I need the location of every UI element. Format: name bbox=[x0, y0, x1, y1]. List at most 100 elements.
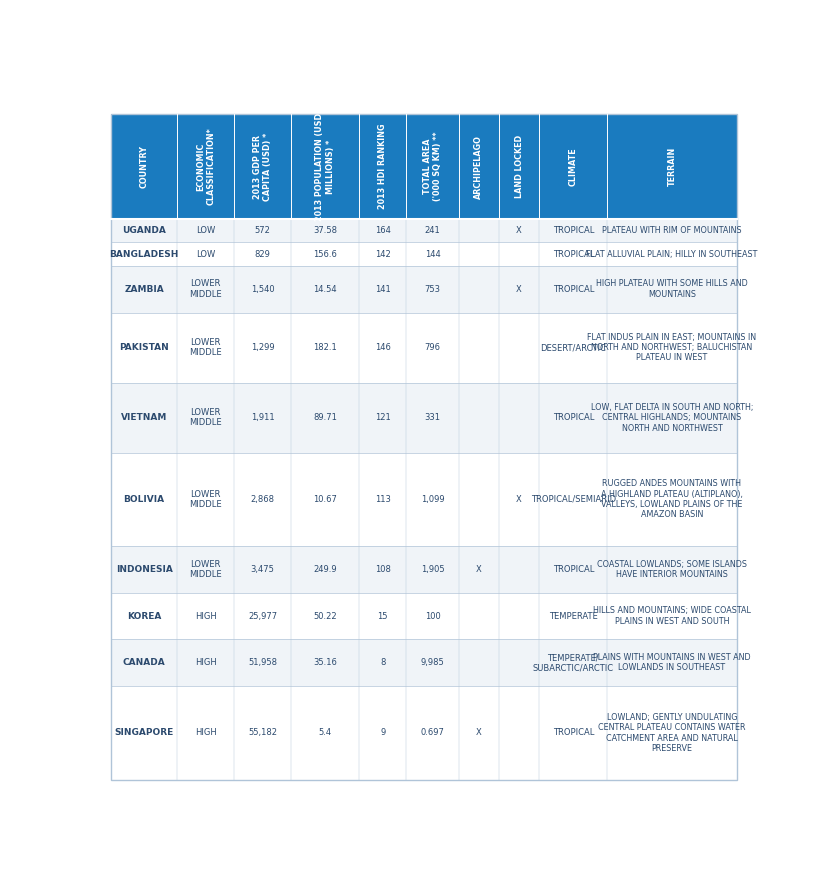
Text: 753: 753 bbox=[424, 285, 441, 294]
Text: 164: 164 bbox=[375, 227, 391, 235]
Text: 1,905: 1,905 bbox=[421, 564, 444, 574]
Text: 146: 146 bbox=[375, 343, 391, 352]
Text: INDONESIA: INDONESIA bbox=[116, 564, 173, 574]
Text: ECONOMIC
CLASSIFICATION*: ECONOMIC CLASSIFICATION* bbox=[196, 128, 215, 206]
Text: HILLS AND MOUNTAINS; WIDE COASTAL
PLAINS IN WEST AND SOUTH: HILLS AND MOUNTAINS; WIDE COASTAL PLAINS… bbox=[593, 607, 751, 626]
Text: ZAMBIA: ZAMBIA bbox=[124, 285, 164, 294]
Bar bbox=[111, 219, 737, 243]
Text: 37.58: 37.58 bbox=[313, 227, 337, 235]
Text: ARCHIPELAGO: ARCHIPELAGO bbox=[474, 135, 483, 198]
Text: TEMPERATE/
SUBARCTIC/ARCTIC: TEMPERATE/ SUBARCTIC/ARCTIC bbox=[533, 653, 614, 672]
Bar bbox=[111, 312, 737, 383]
Text: LOWER
MIDDLE: LOWER MIDDLE bbox=[189, 407, 222, 427]
Text: HIGH: HIGH bbox=[194, 611, 217, 621]
Text: 50.22: 50.22 bbox=[313, 611, 337, 621]
Text: TROPICAL: TROPICAL bbox=[552, 250, 594, 258]
Text: 5.4: 5.4 bbox=[318, 729, 332, 737]
Text: X: X bbox=[516, 495, 522, 504]
Text: 15: 15 bbox=[378, 611, 388, 621]
Text: TROPICAL: TROPICAL bbox=[552, 729, 594, 737]
Text: LOWER
MIDDLE: LOWER MIDDLE bbox=[189, 560, 222, 579]
Bar bbox=[111, 265, 737, 312]
Text: 108: 108 bbox=[375, 564, 391, 574]
Bar bbox=[111, 383, 737, 452]
Text: 35.16: 35.16 bbox=[313, 658, 337, 668]
Text: VIETNAM: VIETNAM bbox=[121, 413, 167, 422]
Text: 144: 144 bbox=[424, 250, 441, 258]
Text: 51,958: 51,958 bbox=[248, 658, 277, 668]
Text: LOWLAND; GENTLY UNDULATING
CENTRAL PLATEAU CONTAINS WATER
CATCHMENT AREA AND NAT: LOWLAND; GENTLY UNDULATING CENTRAL PLATE… bbox=[598, 713, 746, 753]
Text: COASTAL LOWLANDS; SOME ISLANDS
HAVE INTERIOR MOUNTAINS: COASTAL LOWLANDS; SOME ISLANDS HAVE INTE… bbox=[597, 560, 747, 579]
Text: 2,868: 2,868 bbox=[251, 495, 275, 504]
Text: HIGH: HIGH bbox=[194, 658, 217, 668]
Text: CANADA: CANADA bbox=[122, 658, 165, 668]
Text: 2013 GDP PER
CAPITA (USD) *: 2013 GDP PER CAPITA (USD) * bbox=[253, 132, 272, 201]
Text: 100: 100 bbox=[424, 611, 441, 621]
Text: TROPICAL: TROPICAL bbox=[552, 285, 594, 294]
Text: DESERT/ARCTIC: DESERT/ARCTIC bbox=[540, 343, 606, 352]
Text: LOW: LOW bbox=[196, 250, 215, 258]
Text: 89.71: 89.71 bbox=[313, 413, 337, 422]
Text: X: X bbox=[516, 227, 522, 235]
Text: 121: 121 bbox=[375, 413, 390, 422]
Text: 182.1: 182.1 bbox=[313, 343, 337, 352]
Text: FLAT ALLUVIAL PLAIN; HILLY IN SOUTHEAST: FLAT ALLUVIAL PLAIN; HILLY IN SOUTHEAST bbox=[586, 250, 758, 258]
Text: LOWER
MIDDLE: LOWER MIDDLE bbox=[189, 280, 222, 299]
Text: 10.67: 10.67 bbox=[313, 495, 337, 504]
Text: 249.9: 249.9 bbox=[313, 564, 337, 574]
Text: 3,475: 3,475 bbox=[251, 564, 275, 574]
Text: 113: 113 bbox=[375, 495, 391, 504]
Text: 0.697: 0.697 bbox=[421, 729, 444, 737]
Text: PAKISTAN: PAKISTAN bbox=[119, 343, 169, 352]
Text: LOWER
MIDDLE: LOWER MIDDLE bbox=[189, 490, 222, 509]
Text: UGANDA: UGANDA bbox=[122, 227, 166, 235]
Bar bbox=[111, 114, 737, 219]
Text: 572: 572 bbox=[255, 227, 270, 235]
Text: TOTAL AREA
('000 SQ KM) **: TOTAL AREA ('000 SQ KM) ** bbox=[423, 131, 442, 201]
Text: 25,977: 25,977 bbox=[248, 611, 277, 621]
Text: 142: 142 bbox=[375, 250, 390, 258]
Text: 141: 141 bbox=[375, 285, 390, 294]
Text: X: X bbox=[476, 564, 481, 574]
Text: PLAINS WITH MOUNTAINS IN WEST AND
LOWLANDS IN SOUTHEAST: PLAINS WITH MOUNTAINS IN WEST AND LOWLAN… bbox=[593, 653, 751, 672]
Text: 1,911: 1,911 bbox=[251, 413, 275, 422]
Text: LOWER
MIDDLE: LOWER MIDDLE bbox=[189, 338, 222, 357]
Text: LOW: LOW bbox=[196, 227, 215, 235]
Bar bbox=[111, 639, 737, 686]
Text: KOREA: KOREA bbox=[127, 611, 161, 621]
Text: RUGGED ANDES MOUNTAINS WITH
A HIGHLAND PLATEAU (ALTIPLANO),
VALLEYS, LOWLAND PLA: RUGGED ANDES MOUNTAINS WITH A HIGHLAND P… bbox=[601, 479, 743, 519]
Text: 331: 331 bbox=[424, 413, 441, 422]
Text: 241: 241 bbox=[424, 227, 441, 235]
Text: BANGLADESH: BANGLADESH bbox=[109, 250, 179, 258]
Text: TROPICAL: TROPICAL bbox=[552, 564, 594, 574]
Text: TROPICAL/SEMIARID: TROPICAL/SEMIARID bbox=[531, 495, 616, 504]
Text: LAND LOCKED: LAND LOCKED bbox=[514, 135, 523, 198]
Text: SINGAPORE: SINGAPORE bbox=[114, 729, 174, 737]
Text: X: X bbox=[476, 729, 481, 737]
Bar bbox=[111, 243, 737, 265]
Text: 1,099: 1,099 bbox=[421, 495, 444, 504]
Text: FLAT INDUS PLAIN IN EAST; MOUNTAINS IN
NORTH AND NORTHWEST; BALUCHISTAN
PLATEAU : FLAT INDUS PLAIN IN EAST; MOUNTAINS IN N… bbox=[587, 333, 757, 363]
Bar bbox=[111, 546, 737, 593]
Text: 55,182: 55,182 bbox=[248, 729, 277, 737]
Text: PLATEAU WITH RIM OF MOUNTAINS: PLATEAU WITH RIM OF MOUNTAINS bbox=[602, 227, 742, 235]
Text: BOLIVIA: BOLIVIA bbox=[123, 495, 165, 504]
Text: TERRAIN: TERRAIN bbox=[667, 147, 676, 186]
Text: TROPICAL: TROPICAL bbox=[552, 413, 594, 422]
Text: LOW, FLAT DELTA IN SOUTH AND NORTH;
CENTRAL HIGHLANDS; MOUNTAINS
NORTH AND NORTH: LOW, FLAT DELTA IN SOUTH AND NORTH; CENT… bbox=[590, 403, 753, 432]
Text: 796: 796 bbox=[424, 343, 441, 352]
Text: HIGH PLATEAU WITH SOME HILLS AND
MOUNTAINS: HIGH PLATEAU WITH SOME HILLS AND MOUNTAI… bbox=[596, 280, 748, 299]
Text: COUNTRY: COUNTRY bbox=[140, 145, 149, 188]
Bar bbox=[111, 686, 737, 780]
Text: CLIMATE: CLIMATE bbox=[569, 147, 578, 186]
Bar bbox=[111, 452, 737, 546]
Text: 1,540: 1,540 bbox=[251, 285, 275, 294]
Text: HIGH: HIGH bbox=[194, 729, 217, 737]
Text: 8: 8 bbox=[380, 658, 385, 668]
Text: 2013 POPULATION (USD
MILLIONS) *: 2013 POPULATION (USD MILLIONS) * bbox=[315, 113, 335, 220]
Text: TROPICAL: TROPICAL bbox=[552, 227, 594, 235]
Text: X: X bbox=[516, 285, 522, 294]
Text: 9,985: 9,985 bbox=[421, 658, 444, 668]
Bar bbox=[111, 593, 737, 639]
Text: 829: 829 bbox=[255, 250, 270, 258]
